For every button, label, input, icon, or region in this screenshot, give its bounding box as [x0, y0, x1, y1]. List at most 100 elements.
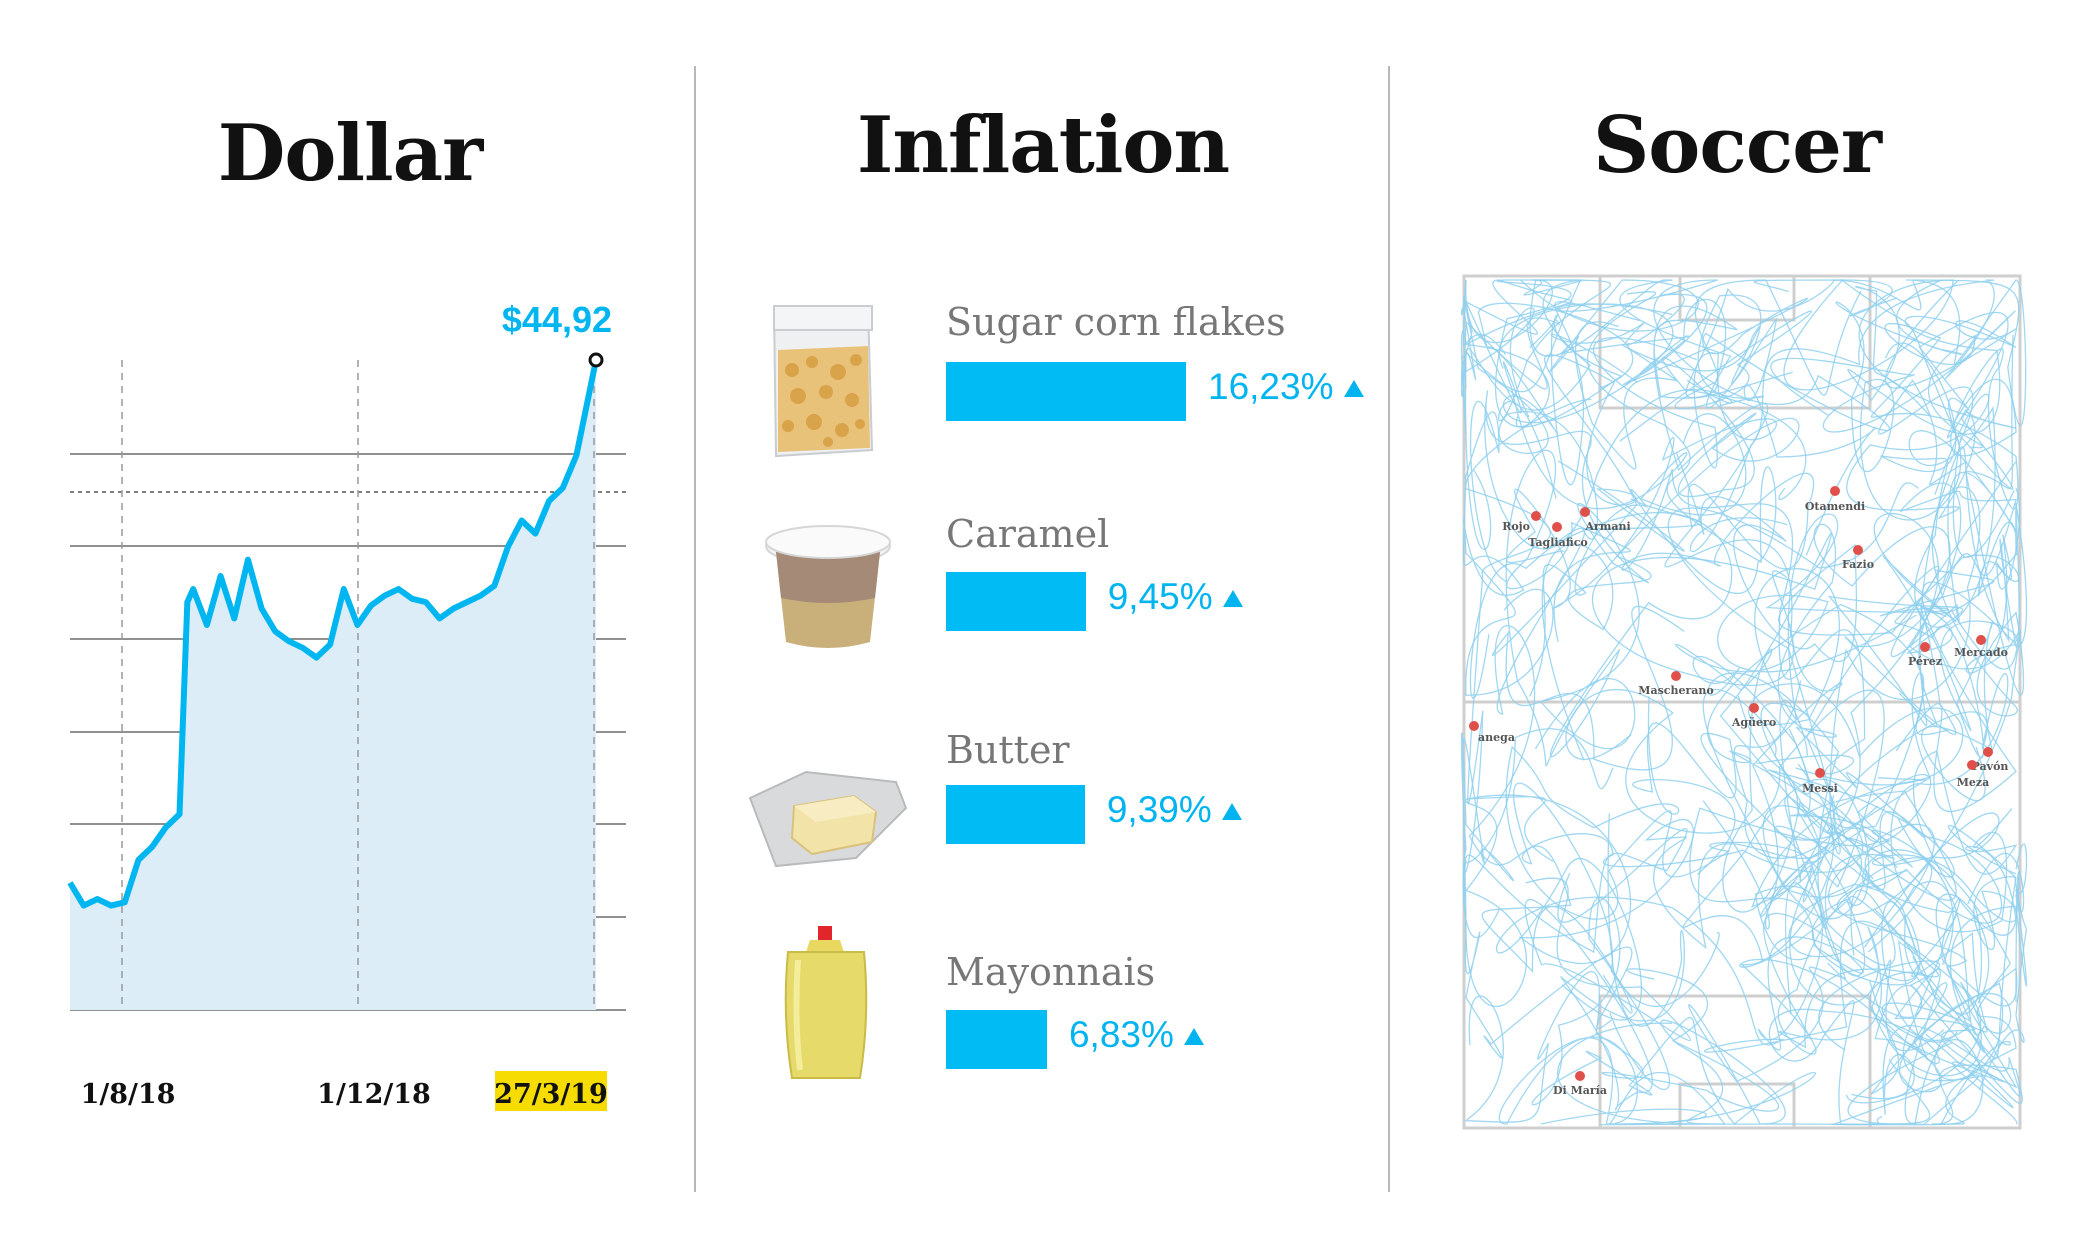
player-trail	[1621, 468, 1866, 775]
soccer-panel: Soccer Rojo Armani Tagliafico Otamendi Fazio…	[1390, 0, 2084, 1250]
butter-value: 9,39%	[1107, 789, 1242, 831]
player-markers: Rojo Armani Tagliafico Otamendi Fazio Pérez Me…	[1469, 486, 2008, 1097]
player-dot	[1749, 703, 1759, 713]
up-triangle-icon	[1183, 1028, 1204, 1045]
player-name: Armani	[1584, 520, 1630, 533]
player-trail	[1770, 672, 2013, 933]
player-trail	[1505, 336, 1777, 609]
inflation-row: Mayonnais 6,83%	[696, 926, 1390, 1100]
soccer-pitch: Rojo Armani Tagliafico Otamendi Fazio Pérez Me…	[1460, 274, 2028, 1130]
inflation-bar	[946, 1010, 1047, 1069]
value-label: 9,45%	[1107, 576, 1213, 617]
player-trail	[1797, 334, 2025, 855]
top-goal-box	[1678, 274, 1796, 322]
player-trail	[1895, 502, 2020, 812]
player-trail	[1733, 523, 1951, 859]
player-trail	[1495, 858, 1982, 1104]
player-name: Mercado	[1954, 646, 2008, 659]
player-dot	[1983, 747, 1993, 757]
sugar-corn-flakes-value: 16,23%	[1208, 366, 1364, 408]
player-name: Di María	[1553, 1084, 1607, 1097]
player-dot	[1575, 1071, 1585, 1081]
player-trail	[1830, 959, 2012, 1126]
player-trail	[1462, 400, 1554, 696]
player-trail	[1575, 317, 1876, 556]
player-trail	[1498, 279, 1891, 432]
inflation-row: Butter 9,39%	[696, 728, 1390, 878]
player-dot	[1967, 760, 1977, 770]
caramel-cup-icon	[762, 516, 894, 660]
player-trail	[1660, 796, 1883, 1126]
player-trail	[1880, 342, 2017, 658]
value-label: 16,23%	[1208, 366, 1334, 407]
end-point-marker	[588, 352, 604, 368]
player-trail	[1689, 279, 2016, 552]
player-name: anega	[1478, 731, 1515, 744]
bottom-goal-box	[1678, 1082, 1796, 1130]
player-name: Rojo	[1502, 520, 1530, 533]
caramel-value: 9,45%	[1108, 576, 1243, 618]
player-dot	[1531, 511, 1541, 521]
player-dot	[1552, 522, 1562, 532]
player-dot	[1830, 486, 1840, 496]
player-dot	[1580, 507, 1590, 517]
player-trail	[1844, 482, 2017, 735]
inflation-title: Inflation	[856, 100, 1230, 191]
inflation-bar	[946, 572, 1086, 631]
mayonnais-value: 6,83%	[1069, 1014, 1204, 1056]
player-dot	[1469, 721, 1479, 731]
player-trail	[1464, 398, 1614, 874]
player-name: Fazio	[1842, 558, 1874, 571]
divider-left	[694, 66, 696, 1192]
dollar-title: Dollar	[217, 108, 484, 199]
mayonnais-label: Mayonnais	[946, 950, 1156, 994]
player-name: Meza	[1957, 776, 1990, 789]
player-dot	[1920, 642, 1930, 652]
player-trail	[1484, 379, 1733, 750]
up-triangle-icon	[1221, 803, 1242, 820]
player-trail	[1847, 279, 2017, 435]
player-trail	[1689, 807, 1933, 1055]
butter-icon	[746, 758, 910, 882]
inflation-panel: Inflation Sugar corn flakes 16,23%	[696, 0, 1390, 1250]
sugar-corn-flakes-label: Sugar corn flakes	[946, 300, 1286, 344]
inflation-bar	[946, 785, 1085, 844]
player-trail	[1827, 512, 2021, 966]
player-trail	[1707, 603, 1949, 918]
inflation-bar	[946, 362, 1186, 421]
butter-label: Butter	[946, 728, 1070, 772]
player-trail	[1768, 982, 2014, 1125]
x-tick-label: 1/8/18	[81, 1079, 176, 1110]
divider-right	[1388, 66, 1390, 1192]
player-trail	[1464, 279, 1623, 550]
corn-flakes-bag-icon	[768, 300, 876, 464]
player-trails	[1460, 279, 2028, 1126]
player-trail	[1491, 354, 1685, 771]
player-trail	[1827, 446, 2028, 727]
mayonnaise-pouch-icon	[780, 926, 872, 1088]
dollar-line	[67, 359, 599, 909]
player-dot	[1853, 545, 1863, 555]
player-trail	[1531, 897, 1817, 1125]
player-name: Pérez	[1908, 655, 1942, 668]
player-dot	[1671, 671, 1681, 681]
player-trail	[1685, 279, 2027, 427]
inflation-row: Caramel 9,45%	[696, 510, 1390, 660]
player-name: Agüero	[1731, 716, 1776, 729]
x-tick-label: 27/3/19	[494, 1079, 608, 1110]
dollar-chart: $44,92 1/8/18 1/12/18 27/3/19	[67, 299, 626, 1111]
end-value-label: $44,92	[502, 299, 612, 340]
player-trail	[1591, 482, 1919, 835]
player-trail	[1464, 968, 1780, 1123]
x-tick-label: 1/12/18	[317, 1079, 431, 1110]
player-trail	[1825, 811, 2003, 1016]
bottom-penalty-box	[1598, 994, 1872, 1130]
value-label: 6,83%	[1068, 1014, 1174, 1055]
player-name: Tagliafico	[1528, 536, 1587, 549]
player-trail	[1870, 322, 2019, 510]
value-label: 9,39%	[1106, 789, 1212, 830]
highlight-box	[495, 1071, 607, 1111]
player-trail	[1675, 452, 1940, 868]
dollar-area	[70, 360, 596, 1010]
player-name: Pavón	[1972, 760, 2009, 773]
